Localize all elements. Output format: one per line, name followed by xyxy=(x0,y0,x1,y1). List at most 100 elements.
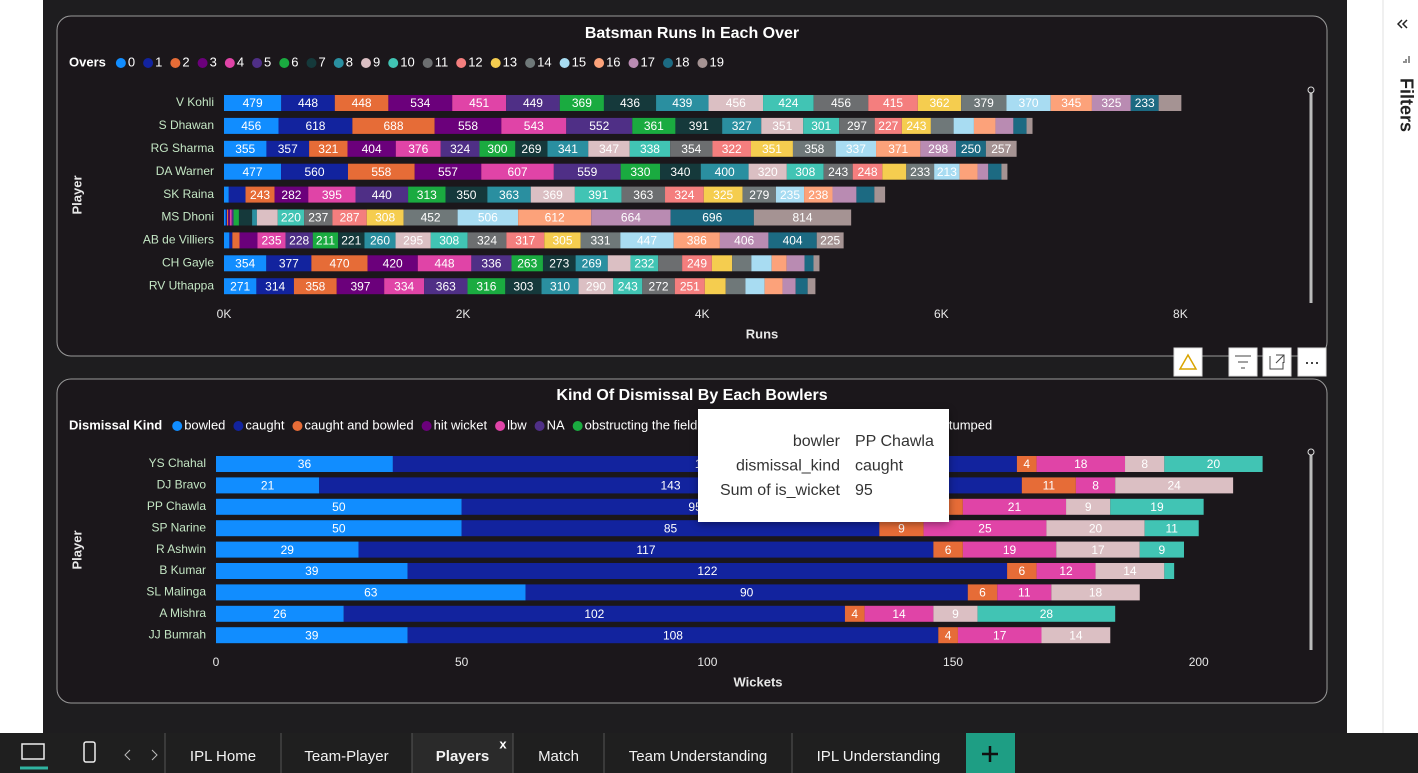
bar-segment[interactable] xyxy=(224,232,230,249)
tab-close[interactable]: x xyxy=(499,736,507,751)
bar-segment[interactable] xyxy=(424,278,468,295)
bar-segment[interactable] xyxy=(607,255,631,272)
bar-segment[interactable] xyxy=(874,186,886,203)
bar-segment[interactable] xyxy=(226,209,229,226)
page-tab[interactable]: IPL Understanding xyxy=(817,748,941,765)
bar-segment[interactable] xyxy=(574,186,622,203)
bar-segment[interactable] xyxy=(252,209,257,226)
bar-segment[interactable] xyxy=(229,209,232,226)
bar-segment[interactable] xyxy=(962,498,1067,515)
bar-segment[interactable] xyxy=(839,117,875,134)
bar-segment[interactable] xyxy=(304,209,333,226)
bar-segment[interactable] xyxy=(355,186,409,203)
bar-segment[interactable] xyxy=(682,255,712,272)
legend-label[interactable]: 12 xyxy=(468,54,482,69)
legend-label[interactable]: 4 xyxy=(237,54,244,69)
bar-segment[interactable] xyxy=(506,232,545,249)
bar-segment[interactable] xyxy=(430,232,468,249)
bar-segment[interactable] xyxy=(1164,563,1175,579)
next-page[interactable] xyxy=(151,749,158,761)
bar-segment[interactable] xyxy=(511,255,543,272)
bar-segment[interactable] xyxy=(665,186,704,203)
bar-segment[interactable] xyxy=(1007,563,1037,579)
bar-segment[interactable] xyxy=(487,186,531,203)
bar-segment[interactable] xyxy=(938,627,958,644)
bar-segment[interactable] xyxy=(786,163,824,180)
bar-segment[interactable] xyxy=(274,186,309,203)
bar-segment[interactable] xyxy=(719,232,769,249)
bar-segment[interactable] xyxy=(656,95,709,111)
bar-segment[interactable] xyxy=(753,209,852,226)
bar-segment[interactable] xyxy=(257,232,286,249)
bar-segment[interactable] xyxy=(228,209,230,226)
bar-segment[interactable] xyxy=(224,163,282,180)
bar-segment[interactable] xyxy=(804,186,833,203)
bar-segment[interactable] xyxy=(961,95,1007,111)
bar-segment[interactable] xyxy=(670,140,713,157)
page-tab[interactable]: Players xyxy=(436,748,489,765)
bar-segment[interactable] xyxy=(1110,498,1204,515)
bar-segment[interactable] xyxy=(229,232,233,249)
bar-segment[interactable] xyxy=(988,163,1002,180)
bar-segment[interactable] xyxy=(775,186,805,203)
bar-segment[interactable] xyxy=(761,117,804,134)
bar-segment[interactable] xyxy=(917,95,962,111)
bar-segment[interactable] xyxy=(1036,563,1096,579)
bar-segment[interactable] xyxy=(816,232,844,249)
bar-segment[interactable] xyxy=(332,209,367,226)
bar-segment[interactable] xyxy=(771,255,787,272)
bar-segment[interactable] xyxy=(501,117,567,134)
bar-segment[interactable] xyxy=(216,563,408,579)
bar-segment[interactable] xyxy=(629,140,671,157)
bar-segment[interactable] xyxy=(1021,477,1076,494)
bar-segment[interactable] xyxy=(620,232,674,249)
bar-segment[interactable] xyxy=(630,255,659,272)
legend-label[interactable]: obstructing the field xyxy=(585,417,698,432)
bar-segment[interactable] xyxy=(956,140,986,157)
bar-segment[interactable] xyxy=(704,278,726,295)
bar-segment[interactable] xyxy=(852,163,883,180)
legend-label[interactable]: 8 xyxy=(346,54,353,69)
bar-segment[interactable] xyxy=(395,140,441,157)
bar-segment[interactable] xyxy=(367,255,418,272)
bar-segment[interactable] xyxy=(233,209,239,226)
bar-segment[interactable] xyxy=(906,163,935,180)
bar-segment[interactable] xyxy=(703,186,743,203)
bar-segment[interactable] xyxy=(967,584,998,601)
bar-segment[interactable] xyxy=(1066,498,1111,515)
bar-segment[interactable] xyxy=(452,95,507,111)
desktop-icon[interactable] xyxy=(21,743,45,760)
bar-segment[interactable] xyxy=(408,186,446,203)
legend-label[interactable]: 5 xyxy=(264,54,271,69)
legend-label[interactable]: lbw xyxy=(507,417,527,432)
scrollbar[interactable] xyxy=(1307,86,1315,650)
bar-segment[interactable] xyxy=(266,255,312,272)
phone-icon[interactable] xyxy=(83,741,96,763)
bar-segment[interactable] xyxy=(1016,456,1037,472)
legend-label[interactable]: 19 xyxy=(709,54,723,69)
legend-label[interactable]: 16 xyxy=(606,54,620,69)
bar-segment[interactable] xyxy=(712,140,751,157)
bar-segment[interactable] xyxy=(1051,584,1140,601)
bar-segment[interactable] xyxy=(751,255,772,272)
bar-segment[interactable] xyxy=(224,95,282,111)
bar-segment[interactable] xyxy=(879,520,924,537)
bar-segment[interactable] xyxy=(293,278,337,295)
bar-segment[interactable] xyxy=(471,255,512,272)
bar-segment[interactable] xyxy=(973,117,996,134)
bar-segment[interactable] xyxy=(417,255,472,272)
bar-segment[interactable] xyxy=(224,117,279,134)
bar-segment[interactable] xyxy=(1006,95,1051,111)
bar-segment[interactable] xyxy=(953,117,974,134)
bar-segment[interactable] xyxy=(985,140,1017,157)
bar-segment[interactable] xyxy=(216,456,393,472)
bar-segment[interactable] xyxy=(1041,627,1111,644)
bar-segment[interactable] xyxy=(312,232,339,249)
bar-segment[interactable] xyxy=(722,117,762,134)
bar-segment[interactable] xyxy=(708,95,764,111)
bar-segment[interactable] xyxy=(748,163,787,180)
bar-segment[interactable] xyxy=(1036,456,1126,472)
bar-segment[interactable] xyxy=(457,209,519,226)
bar-segment[interactable] xyxy=(995,117,1014,134)
page-tab[interactable]: Team Understanding xyxy=(629,748,767,765)
